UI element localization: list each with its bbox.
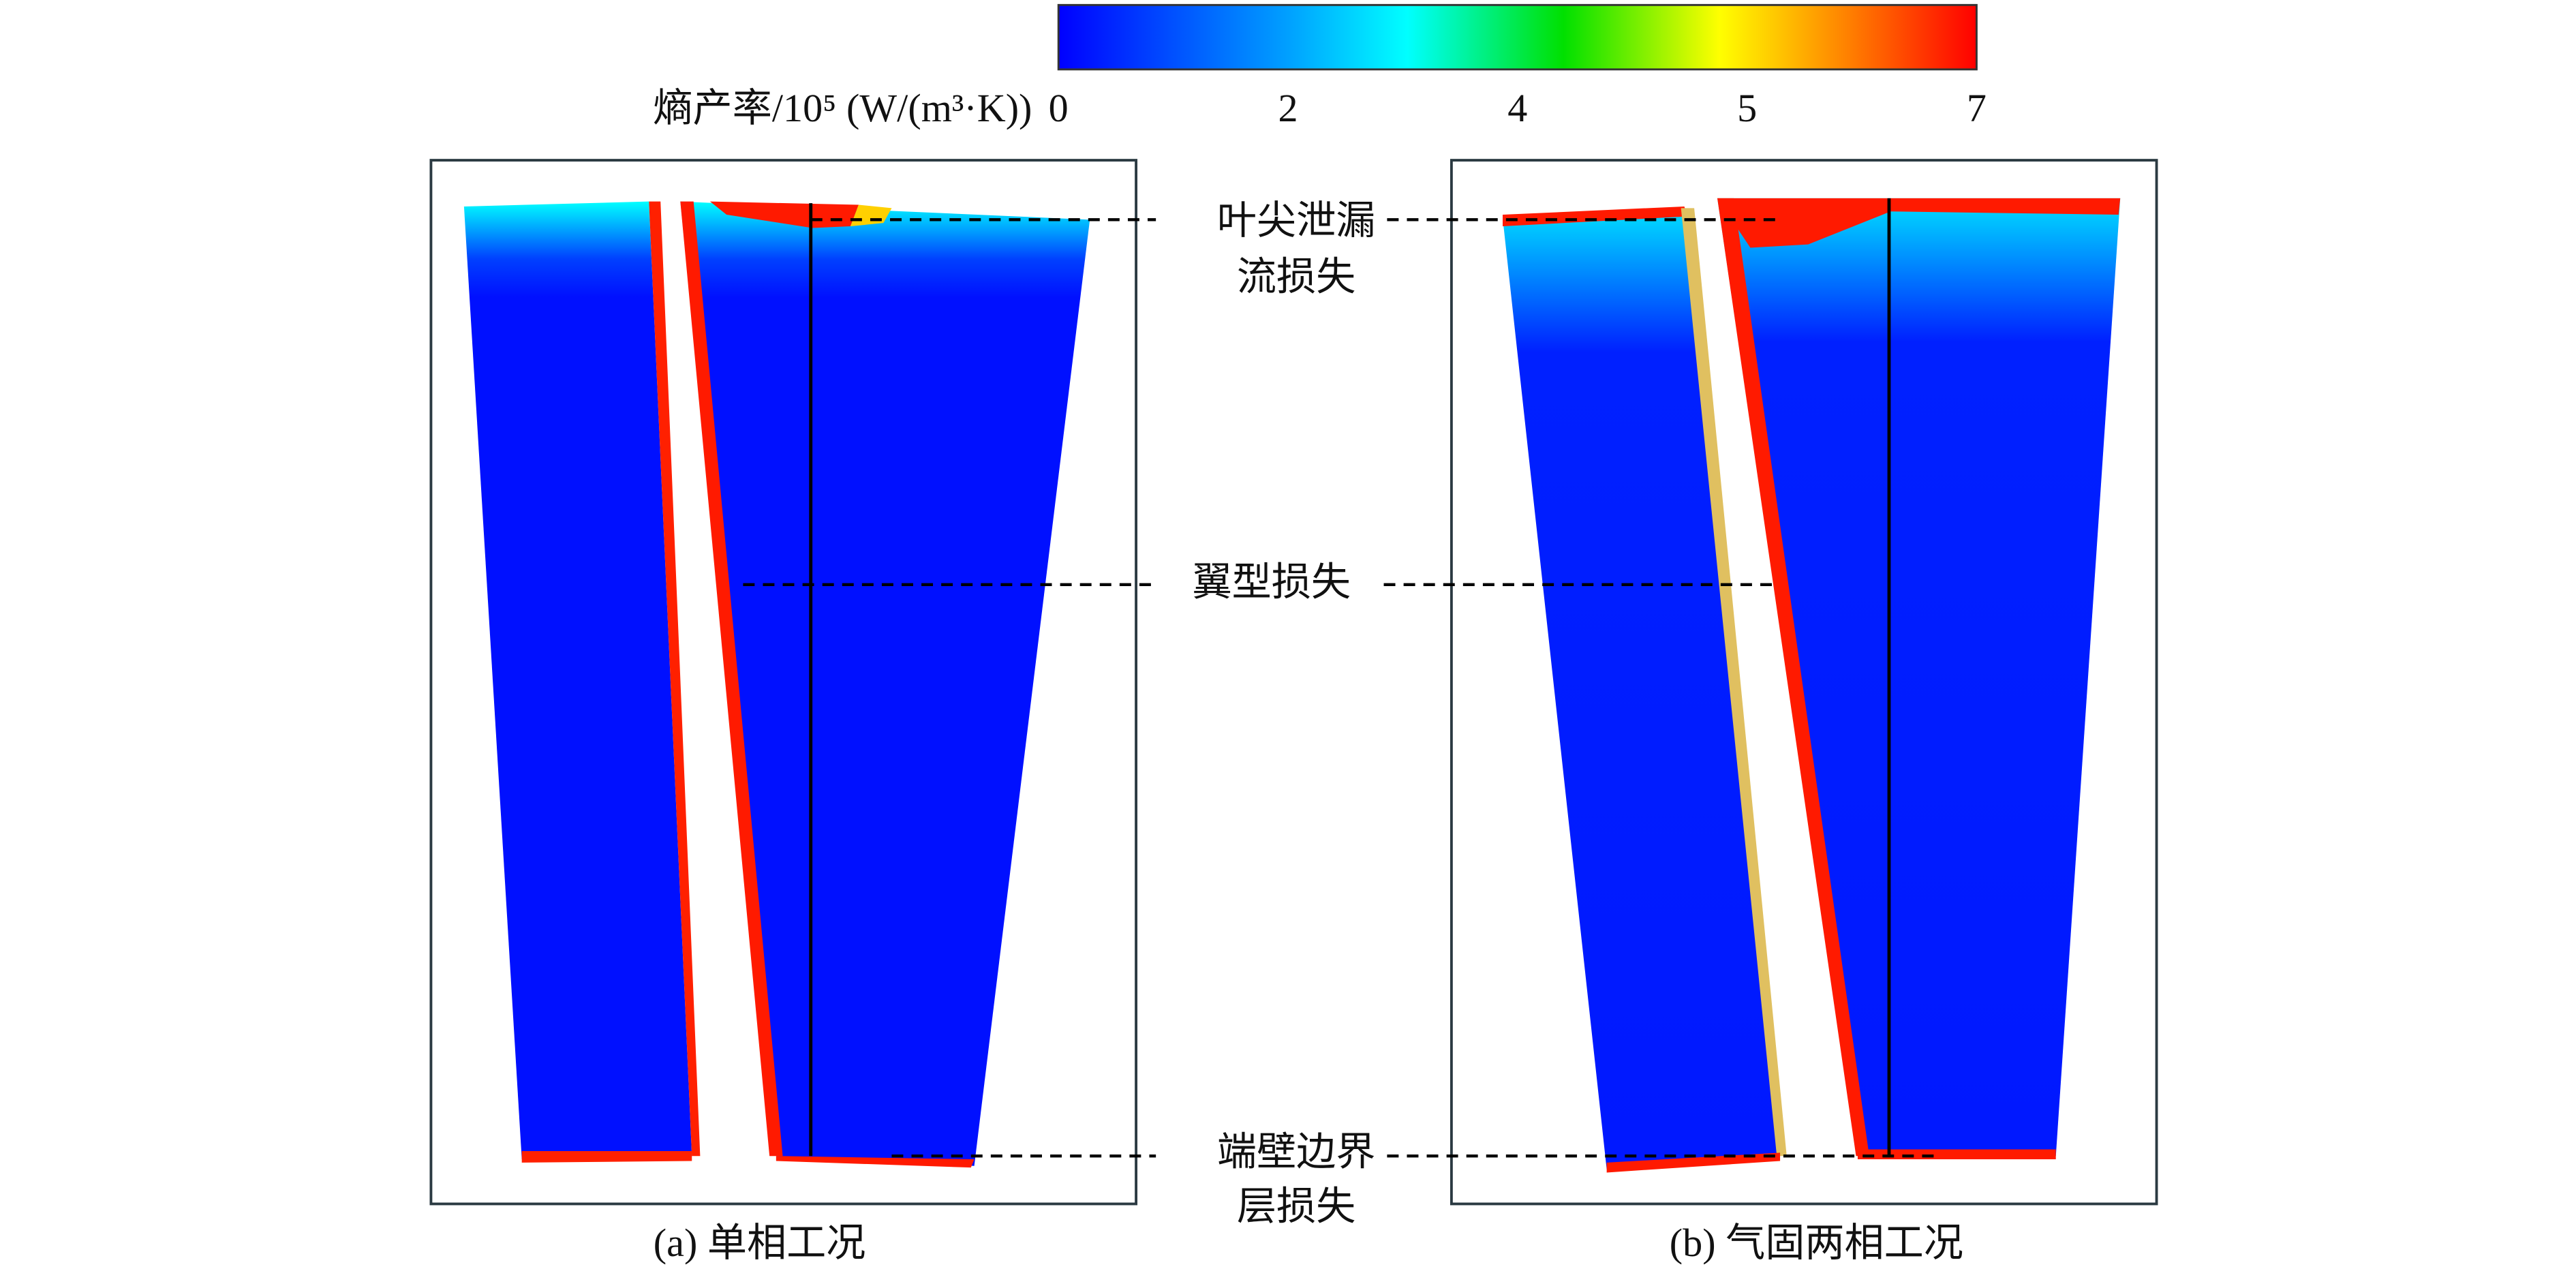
colorbar <box>1057 3 1978 71</box>
annotation: 流损失 <box>1237 254 1355 299</box>
colorbar-tick-label: 5 <box>1737 86 1757 130</box>
annotation: 叶尖泄漏 <box>1217 198 1376 243</box>
panel-frame <box>429 159 1138 1206</box>
colorbar-tick-label: 7 <box>1967 86 1987 130</box>
colorbar-tick-label: 2 <box>1278 86 1298 130</box>
panel-caption: (a) 单相工况 <box>654 1221 866 1265</box>
annotation: 翼型损失 <box>1192 560 1351 605</box>
panel-caption: (b) 气固两相工况 <box>1670 1221 1963 1265</box>
annotation: 层损失 <box>1237 1184 1355 1229</box>
panel-frame <box>1450 159 2158 1206</box>
annotation: 端壁边界 <box>1217 1130 1376 1174</box>
colorbar-tick-label: 4 <box>1507 86 1527 130</box>
colorbar-tick-label: 0 <box>1049 86 1069 130</box>
colorbar-ticks: 0 2 4 5 7 <box>1049 86 1987 130</box>
contour-b <box>1503 198 2121 1173</box>
colorbar-label: 熵产率/10⁵ (W/(m³·K)) <box>653 86 1032 130</box>
contour-a <box>463 201 1090 1168</box>
